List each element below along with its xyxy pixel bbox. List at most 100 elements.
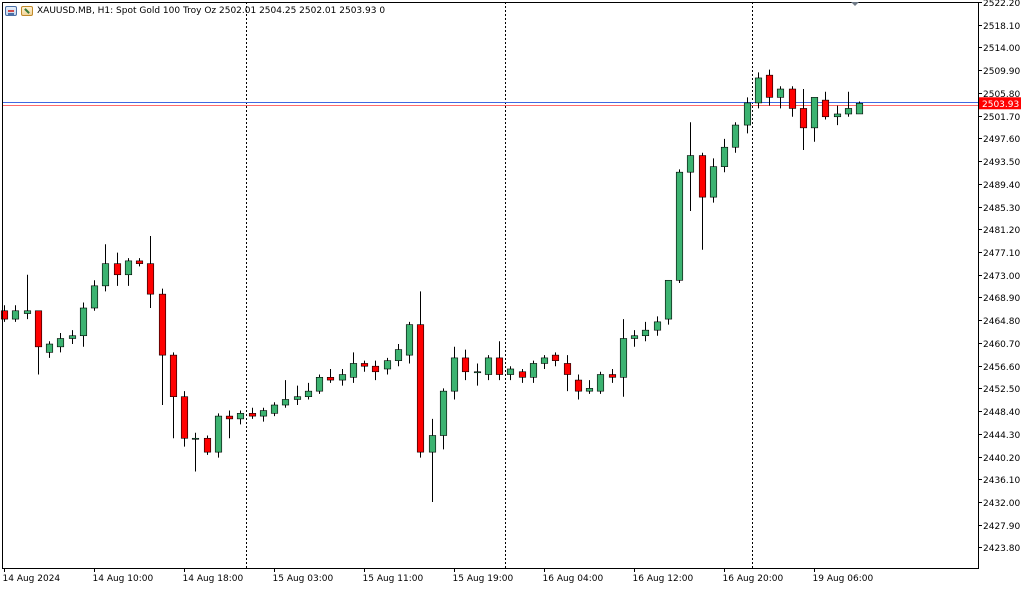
candle[interactable] bbox=[619, 319, 628, 397]
candle[interactable] bbox=[743, 97, 752, 134]
candle-body bbox=[315, 377, 324, 392]
candle[interactable] bbox=[45, 341, 54, 358]
time-tick-label: 14 Aug 2024 bbox=[3, 574, 61, 584]
candle[interactable] bbox=[810, 97, 819, 142]
candle[interactable] bbox=[484, 355, 493, 381]
candle[interactable] bbox=[191, 432, 200, 472]
candle-body bbox=[619, 338, 628, 378]
candle-body bbox=[574, 379, 583, 392]
candle[interactable] bbox=[540, 355, 549, 369]
candle[interactable] bbox=[225, 410, 234, 439]
candle[interactable] bbox=[315, 374, 324, 394]
candle[interactable] bbox=[461, 349, 470, 381]
candle[interactable] bbox=[551, 352, 560, 367]
candle[interactable] bbox=[506, 366, 515, 381]
candle[interactable] bbox=[349, 352, 358, 383]
candle[interactable] bbox=[68, 330, 77, 345]
candle[interactable] bbox=[720, 138, 729, 173]
candle[interactable] bbox=[304, 382, 313, 400]
candle[interactable] bbox=[439, 388, 448, 450]
candle[interactable] bbox=[146, 235, 155, 309]
candle[interactable] bbox=[709, 158, 718, 203]
candle[interactable] bbox=[394, 344, 403, 367]
candle[interactable] bbox=[686, 122, 695, 211]
candle[interactable] bbox=[574, 374, 583, 400]
candle[interactable] bbox=[259, 407, 268, 422]
candle[interactable] bbox=[113, 252, 122, 286]
candle[interactable] bbox=[855, 101, 864, 115]
candle[interactable] bbox=[799, 89, 808, 151]
candle[interactable] bbox=[765, 69, 774, 106]
chart-window-icon[interactable] bbox=[5, 6, 17, 16]
candle[interactable] bbox=[518, 368, 527, 383]
candle[interactable] bbox=[236, 410, 245, 425]
candle[interactable] bbox=[180, 391, 189, 447]
candle[interactable] bbox=[203, 435, 212, 455]
candle[interactable] bbox=[529, 360, 538, 383]
candle[interactable] bbox=[495, 341, 504, 381]
candle-body bbox=[518, 371, 527, 378]
scroll-marker-icon[interactable] bbox=[851, 2, 859, 6]
candle[interactable] bbox=[23, 274, 32, 320]
candle[interactable] bbox=[585, 380, 594, 394]
candle[interactable] bbox=[428, 418, 437, 503]
candle[interactable] bbox=[214, 413, 223, 458]
candle-body bbox=[371, 365, 380, 373]
candle[interactable] bbox=[754, 72, 763, 109]
candle[interactable] bbox=[731, 122, 740, 153]
candle[interactable] bbox=[101, 244, 110, 292]
candle-body bbox=[653, 321, 662, 331]
candle[interactable] bbox=[596, 371, 605, 394]
candle[interactable] bbox=[79, 302, 88, 347]
candle[interactable] bbox=[135, 258, 144, 267]
candle[interactable] bbox=[169, 352, 178, 439]
symbol-settings-icon[interactable] bbox=[21, 6, 33, 16]
candle-body bbox=[776, 88, 785, 98]
candle[interactable] bbox=[371, 360, 380, 381]
candle[interactable] bbox=[450, 346, 459, 400]
candle[interactable] bbox=[34, 310, 43, 375]
candle[interactable] bbox=[383, 357, 392, 375]
time-axis: 14 Aug 2024 14 Aug 10:00 14 Aug 18:00 15 Au… bbox=[3, 568, 873, 584]
candle-body bbox=[788, 88, 797, 109]
price-tick-label: 2468.90 bbox=[983, 294, 1020, 304]
candle[interactable] bbox=[675, 169, 684, 284]
candle[interactable] bbox=[248, 407, 257, 419]
candle-body bbox=[34, 310, 43, 348]
day-separators bbox=[246, 2, 753, 568]
candle[interactable] bbox=[563, 355, 572, 392]
candle[interactable] bbox=[293, 385, 302, 406]
candle[interactable] bbox=[641, 321, 650, 342]
price-tick-label: 2522.20 bbox=[983, 0, 1020, 9]
candle-body bbox=[23, 310, 32, 314]
candle[interactable] bbox=[788, 86, 797, 117]
candle[interactable] bbox=[0, 305, 9, 322]
candle[interactable] bbox=[326, 368, 335, 383]
candle[interactable] bbox=[776, 86, 785, 109]
candle[interactable] bbox=[158, 288, 167, 406]
candle[interactable] bbox=[844, 91, 853, 117]
candle[interactable] bbox=[821, 91, 830, 120]
candle-body bbox=[293, 396, 302, 400]
candle[interactable] bbox=[11, 305, 20, 322]
candle[interactable] bbox=[473, 363, 482, 386]
price-tick-label: 2493.50 bbox=[983, 158, 1020, 168]
candle[interactable] bbox=[405, 321, 414, 364]
candle[interactable] bbox=[281, 380, 290, 408]
candle[interactable] bbox=[338, 368, 347, 386]
candle[interactable] bbox=[416, 291, 425, 458]
candle[interactable] bbox=[608, 368, 617, 383]
candle[interactable] bbox=[90, 280, 99, 311]
candle[interactable] bbox=[360, 360, 369, 372]
candle[interactable] bbox=[833, 105, 842, 126]
candle[interactable] bbox=[653, 316, 662, 336]
candle[interactable] bbox=[56, 332, 65, 353]
candle[interactable] bbox=[124, 258, 133, 286]
price-tick-label: 2423.80 bbox=[983, 544, 1020, 554]
candle[interactable] bbox=[630, 330, 639, 347]
candle[interactable] bbox=[698, 152, 707, 250]
candle[interactable] bbox=[270, 402, 279, 417]
candle[interactable] bbox=[664, 279, 673, 325]
